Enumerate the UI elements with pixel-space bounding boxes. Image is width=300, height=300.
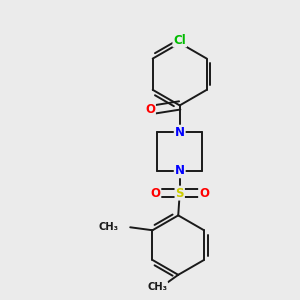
Text: CH₃: CH₃ <box>98 222 118 232</box>
Text: N: N <box>175 126 185 139</box>
Text: S: S <box>176 187 184 200</box>
Text: CH₃: CH₃ <box>147 282 167 292</box>
Text: Cl: Cl <box>173 34 186 46</box>
Text: N: N <box>175 164 185 177</box>
Text: O: O <box>150 187 160 200</box>
Text: O: O <box>145 103 155 116</box>
Text: O: O <box>199 187 209 200</box>
